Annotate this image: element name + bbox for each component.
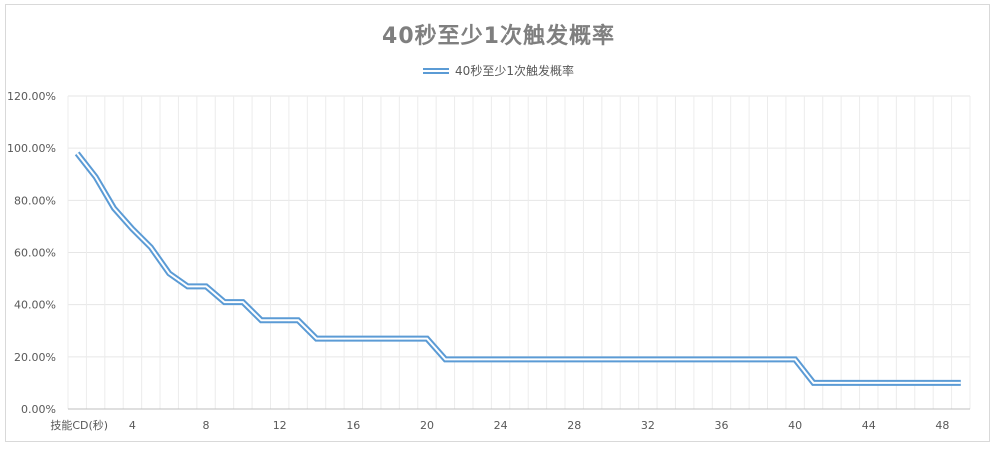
- x-tick-label: 技能CD(秒): [50, 418, 108, 432]
- x-tick-label: 20: [420, 419, 434, 432]
- x-tick-label: 36: [714, 419, 728, 432]
- x-tick-label: 4: [129, 419, 136, 432]
- legend-line-swatch: [423, 67, 450, 74]
- chart-legend: 40秒至少1次触发概率: [0, 62, 997, 79]
- y-tick-label: 60.00%: [14, 247, 56, 260]
- x-tick-label: 44: [862, 419, 876, 432]
- x-tick-label: 8: [203, 419, 210, 432]
- x-tick-label: 48: [935, 419, 949, 432]
- x-tick-label: 40: [788, 419, 802, 432]
- x-tick-label: 12: [273, 419, 287, 432]
- tick-labels: 0.00% 20.00% 40.00% 60.00% 80.00% 100.00% 120.…: [7, 90, 949, 432]
- series-line-inner: [76, 152, 961, 384]
- y-tick-label: 20.00%: [14, 351, 56, 364]
- y-tick-label: 120.00%: [7, 90, 56, 103]
- x-tick-label: 16: [346, 419, 360, 432]
- y-tick-label: 40.00%: [14, 299, 56, 312]
- series-line-outer: [74, 151, 961, 386]
- y-tick-label: 0.00%: [21, 403, 56, 416]
- legend-label: 40秒至少1次触发概率: [455, 64, 574, 78]
- y-tick-label: 80.00%: [14, 194, 56, 207]
- x-tick-label: 24: [494, 419, 508, 432]
- x-tick-label: 28: [567, 419, 581, 432]
- chart-frame: [5, 4, 990, 442]
- x-tick-label: 32: [641, 419, 655, 432]
- series-lines: [74, 151, 961, 386]
- chart-title: 40秒至少1次触发概率: [382, 24, 615, 49]
- y-tick-label: 100.00%: [7, 142, 56, 155]
